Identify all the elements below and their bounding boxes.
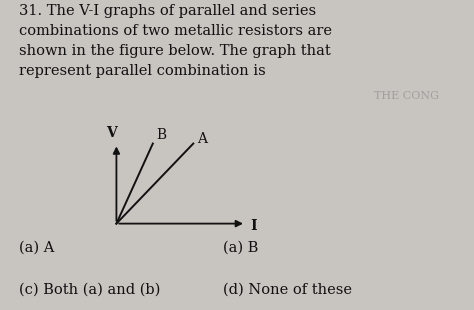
Text: (d) None of these: (d) None of these: [223, 283, 352, 297]
Text: 31. The V-I graphs of parallel and series
combinations of two metallic resistors: 31. The V-I graphs of parallel and serie…: [19, 4, 332, 78]
Text: (c) Both (a) and (b): (c) Both (a) and (b): [19, 283, 160, 297]
Text: A: A: [197, 132, 207, 146]
Text: B: B: [156, 128, 166, 142]
Text: I: I: [251, 219, 257, 233]
Text: THE CONG: THE CONG: [374, 91, 439, 101]
Text: (a) A: (a) A: [19, 240, 55, 254]
Text: V: V: [106, 126, 117, 140]
Text: (a) B: (a) B: [223, 240, 258, 254]
